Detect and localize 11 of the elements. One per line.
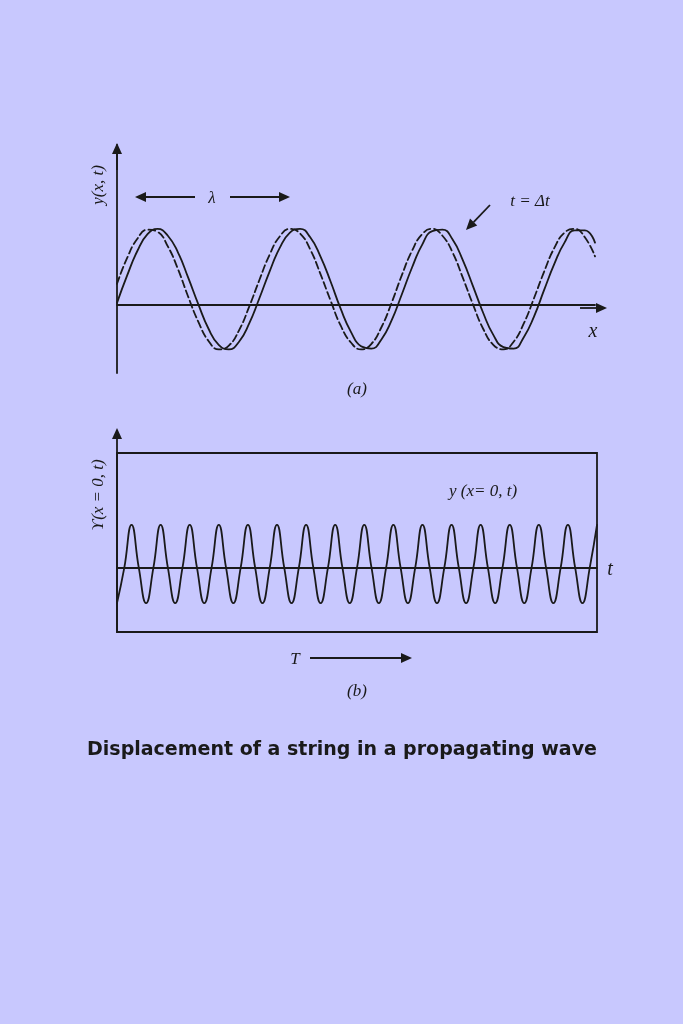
x-axis-title: x bbox=[587, 319, 598, 341]
text: (b) bbox=[347, 680, 368, 700]
y-axis-title: y(x, t) bbox=[87, 164, 107, 207]
text: λ bbox=[207, 187, 216, 207]
text: Displacement of a string in a propagating wave bbox=[87, 737, 597, 759]
text: t = Δt bbox=[510, 190, 551, 210]
text: y (x= 0, t) bbox=[446, 480, 518, 500]
text: T bbox=[290, 648, 302, 668]
text: (a) bbox=[347, 378, 368, 398]
y-axis-title: ϒ(x = 0, t) bbox=[87, 458, 107, 531]
x-axis-title: t bbox=[607, 557, 614, 579]
